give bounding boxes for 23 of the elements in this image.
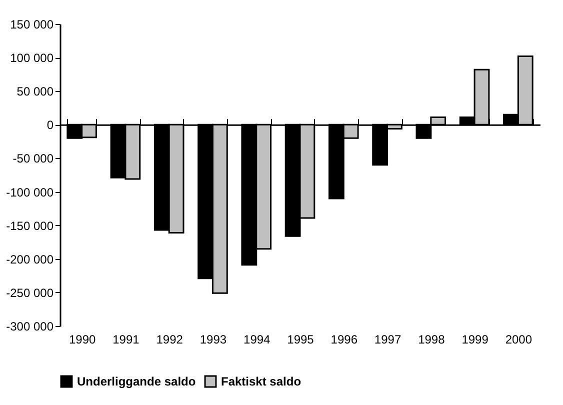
x-tick-label: 1990	[68, 332, 96, 346]
x-tick-label: 1991	[112, 332, 140, 346]
y-tick-label: -250 000	[6, 286, 54, 300]
y-tick-label: -100 000	[6, 185, 54, 200]
x-tick-label: 1994	[244, 332, 271, 346]
x-tick-label: 1999	[462, 332, 489, 346]
y-tick-label: 0	[46, 118, 54, 132]
x-tick-label: 1997	[374, 332, 402, 346]
y-tick-label: -150 000	[6, 218, 54, 233]
y-tick-label: 50 000	[16, 84, 54, 99]
y-tick-label: -50 000	[12, 152, 54, 166]
x-tick-label: 1993	[200, 332, 227, 346]
y-tick-label: -200 000	[6, 252, 54, 266]
y-tick-label: 150 000	[10, 18, 54, 32]
x-tick-label: 2000	[505, 332, 532, 346]
x-tick-label: 1995	[287, 332, 314, 346]
y-tick-label: 100 000	[10, 51, 54, 66]
legend-label: Faktiskt saldo	[221, 374, 302, 389]
y-tick-label: -300 000	[6, 320, 54, 334]
legend-label: Underliggande saldo	[77, 374, 196, 389]
x-tick-label: 1996	[330, 332, 358, 346]
x-tick-label: 1998	[418, 332, 446, 346]
x-tick-label: 1992	[156, 332, 184, 346]
